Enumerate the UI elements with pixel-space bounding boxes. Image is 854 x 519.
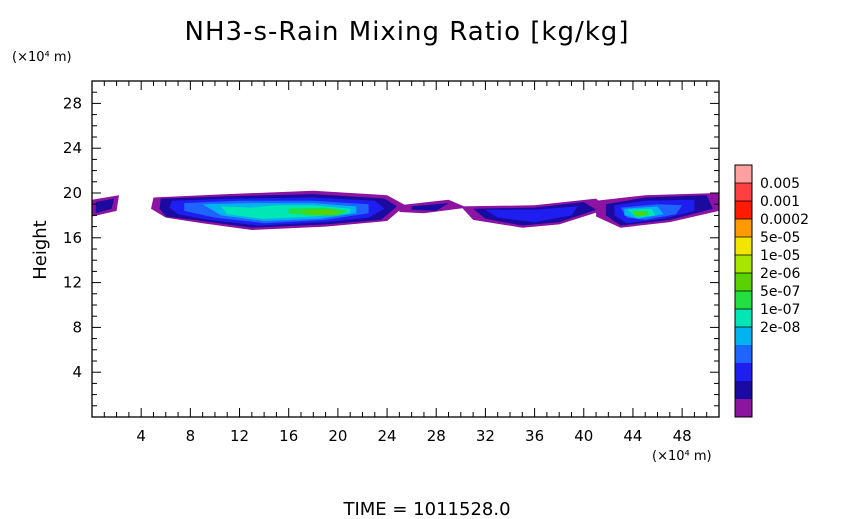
colorbar-label: 0.005: [760, 176, 800, 192]
colorbar-swatch: [735, 309, 752, 328]
y-tick-labels: 4 8 12 16 20 24 28: [63, 94, 82, 381]
colorbar-swatch: [735, 363, 752, 382]
x-tick-label: 8: [186, 427, 196, 445]
x-tick-label: 4: [136, 427, 146, 445]
x-tick-label: 36: [525, 427, 544, 445]
colorbar-label: 0.0002: [760, 212, 809, 228]
colorbar-label: 1e-05: [760, 248, 800, 264]
x-tick-label: 12: [230, 427, 249, 445]
colorbar-label: 2e-06: [760, 266, 800, 282]
y-axis-label: Height: [30, 220, 51, 280]
y-tick-label: 24: [63, 139, 82, 157]
colorbar-swatch: [735, 399, 752, 418]
colorbar-swatch: [735, 237, 752, 256]
contour-band: [635, 212, 644, 216]
time-label: TIME = 1011528.0: [342, 499, 510, 519]
colorbar-swatch: [735, 165, 752, 184]
contour-bands: [92, 190, 719, 230]
colorbar-label: 1e-07: [760, 302, 800, 318]
y-tick-label: 28: [63, 94, 82, 112]
colorbar-swatch: [735, 201, 752, 220]
axis-ticks: [92, 81, 719, 417]
x-tick-label: 20: [328, 427, 347, 445]
x-unit-label: (×10⁴ m): [652, 449, 712, 464]
colorbar-label: 5e-05: [760, 230, 800, 246]
y-tick-label: 20: [63, 184, 82, 202]
x-tick-label: 44: [623, 427, 642, 445]
contour-band: [485, 206, 578, 223]
colorbar: 0.005 0.001 0.0002 5e-05 1e-05 2e-06 5e-07 1e-0…: [734, 164, 809, 418]
y-tick-label: 12: [63, 274, 82, 292]
y-tick-label: 4: [72, 363, 82, 381]
colorbar-label: 2e-08: [760, 320, 800, 336]
contour-band: [95, 198, 115, 214]
y-unit-label: (×10⁴ m): [12, 50, 72, 65]
y-tick-label: 16: [63, 229, 82, 247]
colorbar-swatch: [735, 345, 752, 364]
colorbar-swatch: [735, 219, 752, 238]
x-tick-label: 28: [427, 427, 446, 445]
y-tick-label: 8: [72, 318, 82, 336]
x-tick-label: 32: [476, 427, 495, 445]
colorbar-swatch: [735, 327, 752, 346]
contour-band: [411, 203, 449, 211]
colorbar-swatch: [735, 255, 752, 274]
colorbar-swatch: [735, 291, 752, 310]
colorbar-swatch: [735, 273, 752, 292]
colorbar-label: 0.001: [760, 194, 800, 210]
x-tick-label: 48: [673, 427, 692, 445]
colorbar-label: 5e-07: [760, 284, 800, 300]
colorbar-swatch: [735, 381, 752, 400]
colorbar-swatch: [735, 183, 752, 202]
x-tick-label: 16: [279, 427, 298, 445]
chart-title: NH3-s-Rain Mixing Ratio [kg/kg]: [185, 17, 630, 47]
x-tick-label: 24: [378, 427, 397, 445]
plot-frame: [91, 80, 720, 418]
x-tick-labels: 4 8 12 16 20 24 28 32 36 40 44 48: [136, 427, 691, 445]
x-tick-label: 40: [574, 427, 593, 445]
contour-band: [301, 209, 342, 215]
